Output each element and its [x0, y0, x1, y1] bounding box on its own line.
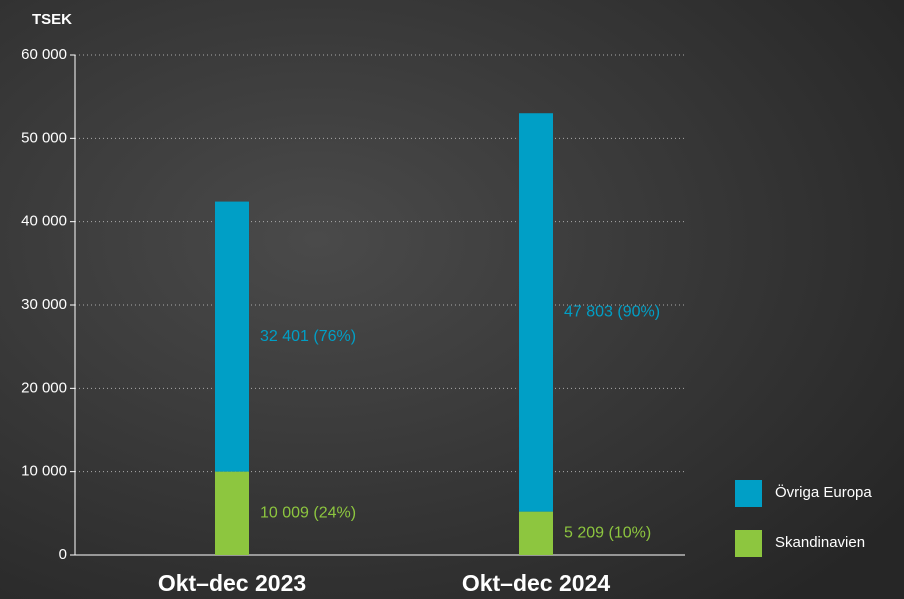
y-axis-label: TSEK	[32, 11, 72, 28]
value-label: 47 803 (90%)	[564, 304, 660, 321]
bar-segment	[215, 472, 249, 555]
value-label: 32 401 (76%)	[260, 328, 356, 345]
bar-segment	[519, 113, 553, 511]
y-tick-label: 50 000	[21, 129, 67, 146]
x-tick-label: Okt–dec 2023	[158, 570, 306, 596]
legend-label: Skandinavien	[775, 534, 865, 551]
y-tick-label: 20 000	[21, 379, 67, 396]
bar-segment	[519, 512, 553, 555]
bar-segment	[215, 202, 249, 472]
y-tick-label: 60 000	[21, 46, 67, 63]
chart: TSEK 0 10 000 20 000 30 000 40 000 50 000 60 0…	[0, 0, 904, 599]
y-tick-label: 40 000	[21, 213, 67, 230]
y-tick-label: 0	[59, 546, 67, 563]
y-tick-label: 30 000	[21, 296, 67, 313]
y-tick-label: 10 000	[21, 463, 67, 480]
x-tick-label: Okt–dec 2024	[462, 570, 611, 596]
value-label: 10 009 (24%)	[260, 505, 356, 522]
legend-swatch	[735, 530, 762, 557]
legend-swatch	[735, 480, 762, 507]
legend-label: Övriga Europa	[775, 483, 872, 501]
value-label: 5 209 (10%)	[564, 525, 651, 542]
background	[0, 0, 904, 599]
